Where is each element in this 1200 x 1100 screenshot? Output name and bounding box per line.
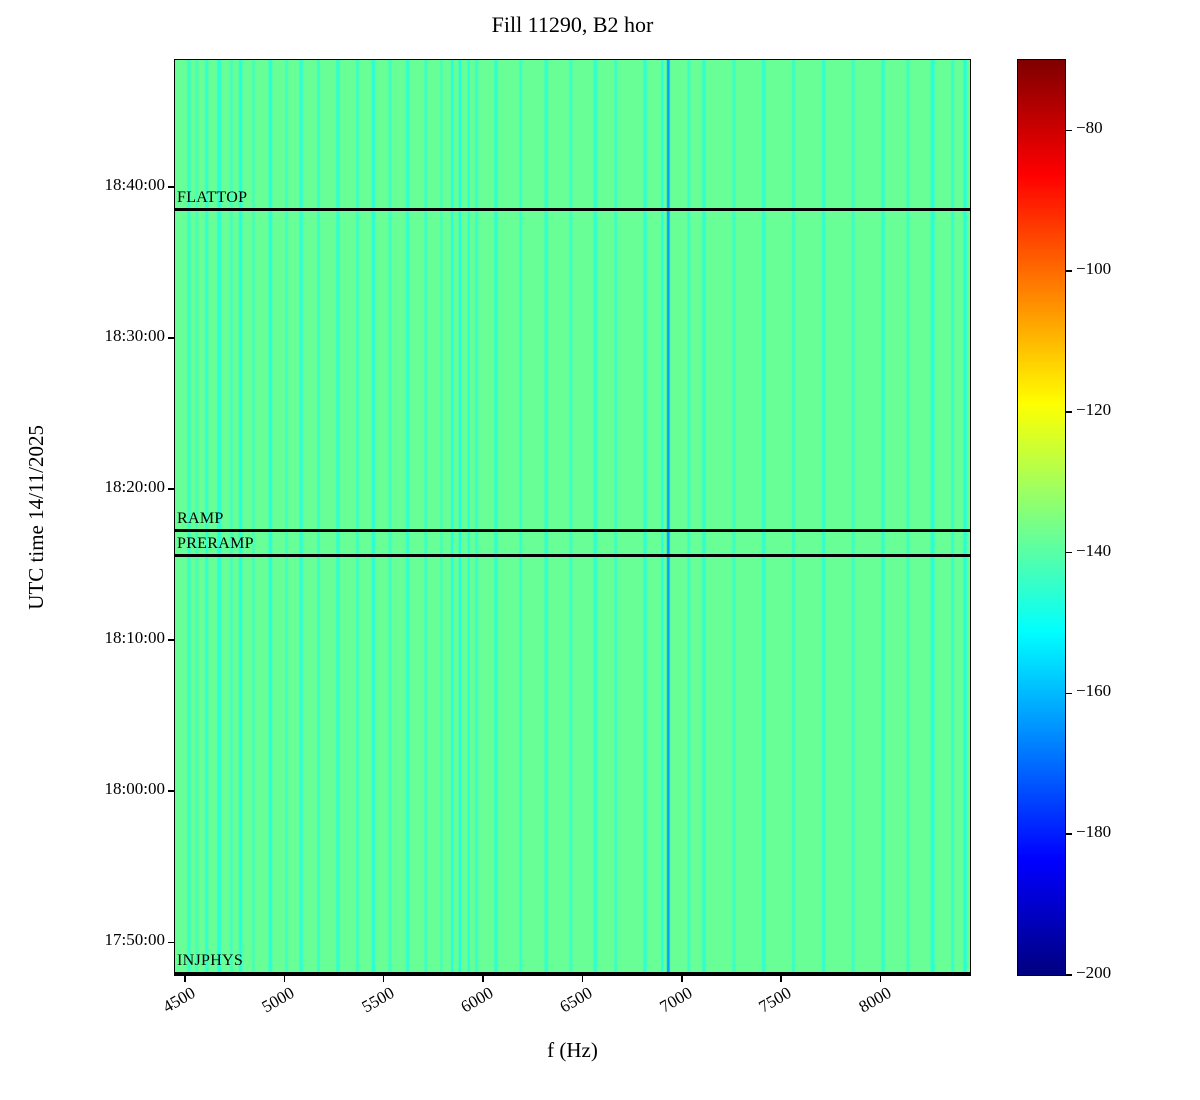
phase-label-preramp: PRERAMP [177, 534, 254, 552]
x-axis-label: f (Hz) [547, 1038, 598, 1062]
x-tick-mark [681, 976, 683, 982]
colorbar-tick-label: −80 [1076, 118, 1103, 138]
colorbar-tick-mark [1066, 551, 1072, 554]
y-tick-label: 18:30:00 [104, 326, 165, 346]
y-tick-label: 18:10:00 [104, 628, 165, 648]
x-tick-label: 7500 [755, 983, 795, 1017]
x-tick-mark [482, 976, 484, 982]
x-tick-mark [283, 976, 286, 982]
colorbar-tick-mark [1066, 411, 1072, 413]
x-tick-mark [879, 976, 882, 982]
colorbar-tick-mark [1066, 974, 1072, 976]
x-tick-mark [382, 976, 385, 982]
phase-line-preramp [175, 554, 970, 558]
y-tick-label: 18:20:00 [104, 477, 165, 497]
phase-label-ramp: RAMP [177, 509, 224, 527]
y-axis-label-wrap: UTC time 14/11/2025 [8, 60, 64, 975]
colorbar-tick-label: −160 [1076, 681, 1112, 701]
x-tick-label: 4500 [159, 983, 199, 1017]
chart-title: Fill 11290, B2 hor [491, 12, 654, 37]
colorbar-canvas [1018, 60, 1065, 975]
x-tick-label: 7000 [656, 983, 696, 1017]
x-tick-label: 6000 [457, 983, 497, 1017]
x-tick-mark [780, 976, 782, 982]
y-tick-label: 17:50:00 [104, 930, 165, 950]
phase-label-injphys: INJPHYS [177, 952, 244, 969]
x-tick-mark [581, 976, 584, 982]
colorbar-tick-label: −180 [1076, 822, 1112, 842]
y-tick-mark [168, 488, 174, 490]
x-tick-label: 5500 [358, 983, 398, 1017]
y-tick-mark [168, 941, 174, 944]
x-tick-label: 5000 [258, 983, 298, 1017]
colorbar-tick-label: −140 [1076, 540, 1112, 560]
colorbar-tick-label: −200 [1076, 963, 1112, 982]
phase-line-ramp [175, 529, 970, 533]
y-tick-mark [168, 186, 174, 188]
colorbar-tick-label: −100 [1076, 259, 1112, 279]
colorbar-tick-mark [1066, 833, 1072, 835]
colorbar-tick-mark [1066, 692, 1072, 695]
x-tick-label: 6500 [556, 983, 596, 1017]
y-tick-label: 18:00:00 [104, 779, 165, 799]
heatmap-canvas [175, 60, 970, 975]
colorbar-tick-mark [1066, 270, 1072, 272]
phase-line-flattop [175, 208, 970, 212]
y-tick-mark [168, 639, 174, 641]
y-tick-mark [168, 790, 174, 792]
phase-line-injphys [175, 971, 970, 975]
colorbar-tick-mark [1066, 129, 1072, 132]
x-tick-mark [184, 976, 186, 982]
y-tick-mark [168, 337, 174, 339]
x-tick-label: 8000 [855, 983, 895, 1017]
y-axis-label: UTC time 14/11/2025 [23, 425, 48, 610]
phase-label-flattop: FLATTOP [177, 188, 248, 206]
y-tick-label: 18:40:00 [104, 175, 165, 195]
colorbar-tick-label: −120 [1076, 399, 1112, 419]
